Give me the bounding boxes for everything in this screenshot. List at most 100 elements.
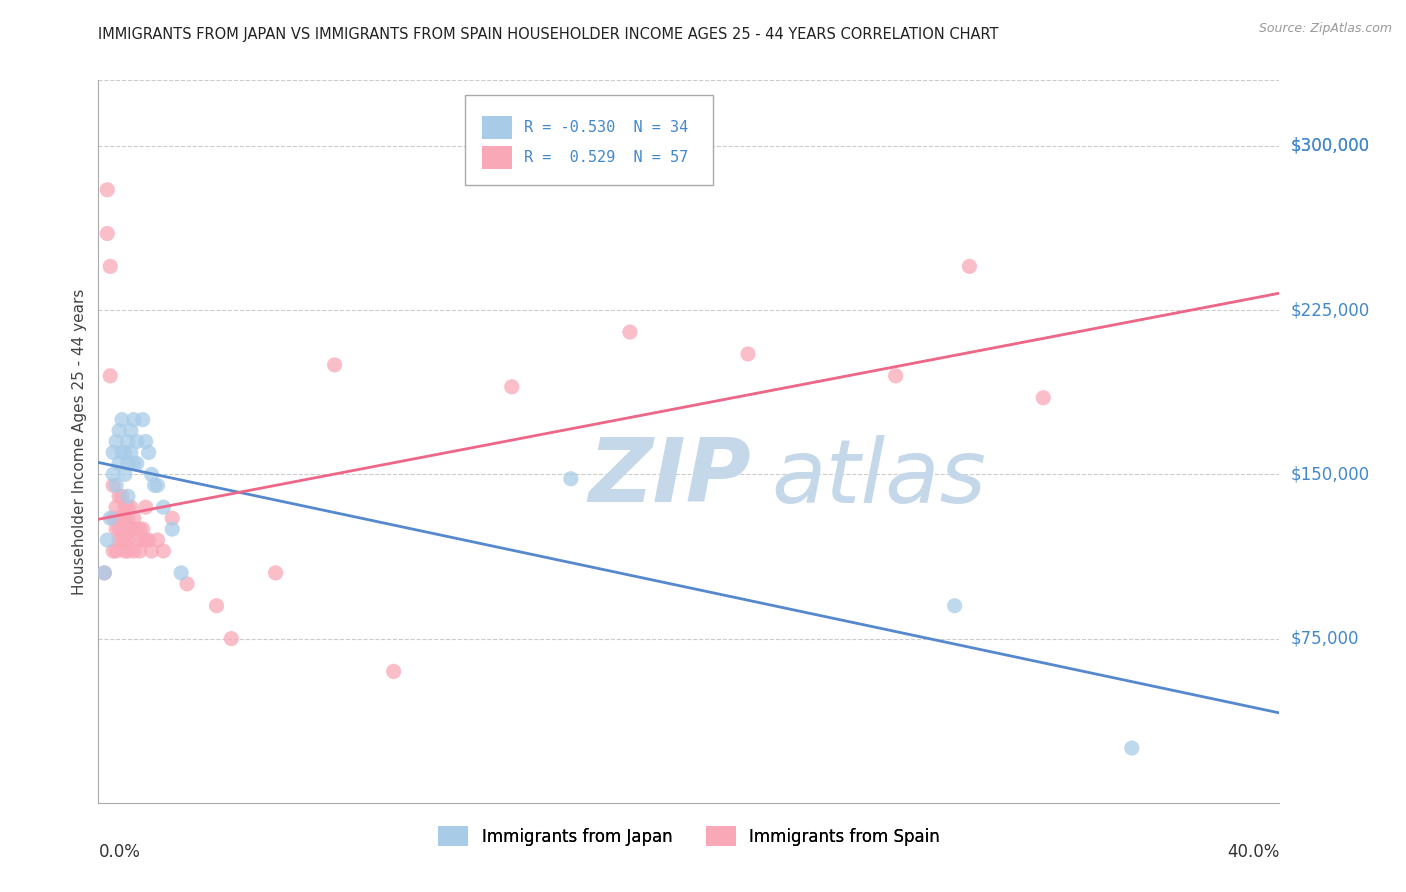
- Point: [884, 368, 907, 383]
- Point: [135, 533, 157, 547]
- Point: [162, 511, 183, 525]
- Point: [111, 533, 134, 547]
- Point: [114, 467, 136, 482]
- Point: [560, 472, 582, 486]
- Point: [138, 445, 160, 459]
- Point: [105, 522, 128, 536]
- Y-axis label: Householder Income Ages 25 - 44 years: Householder Income Ages 25 - 44 years: [72, 288, 87, 595]
- Point: [105, 478, 128, 492]
- Point: [125, 533, 148, 547]
- Point: [105, 511, 128, 525]
- Point: [162, 522, 183, 536]
- Point: [122, 522, 145, 536]
- Point: [176, 577, 198, 591]
- Point: [120, 424, 142, 438]
- Point: [103, 544, 125, 558]
- Text: atlas: atlas: [772, 434, 987, 521]
- Point: [122, 412, 145, 426]
- Point: [382, 665, 405, 679]
- Point: [103, 511, 125, 525]
- Point: [114, 500, 136, 515]
- Point: [98, 511, 121, 525]
- Text: $75,000: $75,000: [1291, 630, 1360, 648]
- Point: [1121, 741, 1143, 756]
- Point: [264, 566, 287, 580]
- Point: [98, 260, 121, 274]
- Point: [117, 544, 139, 558]
- Text: $300,000: $300,000: [1291, 137, 1369, 155]
- Point: [114, 511, 136, 525]
- Point: [146, 533, 169, 547]
- Text: IMMIGRANTS FROM JAPAN VS IMMIGRANTS FROM SPAIN HOUSEHOLDER INCOME AGES 25 - 44 Y: IMMIGRANTS FROM JAPAN VS IMMIGRANTS FROM…: [98, 27, 998, 42]
- Point: [117, 489, 139, 503]
- Point: [1032, 391, 1054, 405]
- Point: [114, 544, 136, 558]
- Point: [125, 522, 148, 536]
- Point: [103, 445, 125, 459]
- Point: [128, 522, 150, 536]
- Point: [93, 566, 115, 580]
- Point: [122, 457, 145, 471]
- Point: [108, 489, 131, 503]
- Point: [143, 478, 166, 492]
- Point: [117, 457, 139, 471]
- Point: [93, 566, 115, 580]
- Point: [501, 380, 523, 394]
- Point: [146, 478, 169, 492]
- Point: [120, 445, 142, 459]
- Point: [105, 544, 128, 558]
- Point: [120, 522, 142, 536]
- Point: [959, 260, 981, 274]
- Point: [132, 522, 155, 536]
- Point: [205, 599, 228, 613]
- Text: $225,000: $225,000: [1291, 301, 1369, 319]
- Text: Source: ZipAtlas.com: Source: ZipAtlas.com: [1258, 22, 1392, 36]
- Point: [108, 533, 131, 547]
- Text: R =  0.529  N = 57: R = 0.529 N = 57: [523, 150, 688, 165]
- Point: [117, 434, 139, 449]
- Point: [114, 522, 136, 536]
- Point: [96, 183, 118, 197]
- Point: [105, 434, 128, 449]
- Point: [122, 511, 145, 525]
- Point: [125, 457, 148, 471]
- Text: R = -0.530  N = 34: R = -0.530 N = 34: [523, 120, 688, 135]
- Point: [111, 445, 134, 459]
- FancyBboxPatch shape: [464, 95, 713, 185]
- Legend: Immigrants from Japan, Immigrants from Spain: Immigrants from Japan, Immigrants from S…: [432, 820, 946, 852]
- Point: [138, 533, 160, 547]
- Point: [114, 533, 136, 547]
- Point: [122, 544, 145, 558]
- Text: $300,000: $300,000: [1291, 137, 1369, 155]
- Point: [108, 424, 131, 438]
- Point: [152, 544, 174, 558]
- Point: [114, 445, 136, 459]
- Point: [96, 227, 118, 241]
- Point: [125, 434, 148, 449]
- Point: [117, 511, 139, 525]
- Text: 40.0%: 40.0%: [1227, 843, 1279, 861]
- Point: [132, 412, 155, 426]
- Point: [120, 500, 142, 515]
- Point: [98, 368, 121, 383]
- Point: [943, 599, 966, 613]
- Point: [96, 533, 118, 547]
- Point: [135, 434, 157, 449]
- Point: [323, 358, 346, 372]
- Point: [132, 533, 155, 547]
- Point: [170, 566, 193, 580]
- Point: [111, 511, 134, 525]
- Point: [111, 412, 134, 426]
- Point: [103, 467, 125, 482]
- Point: [141, 467, 163, 482]
- Point: [141, 544, 163, 558]
- Point: [135, 500, 157, 515]
- Point: [103, 478, 125, 492]
- FancyBboxPatch shape: [482, 116, 512, 139]
- Point: [152, 500, 174, 515]
- Text: 0.0%: 0.0%: [98, 843, 141, 861]
- Text: ZIP: ZIP: [589, 434, 751, 521]
- Point: [108, 457, 131, 471]
- Point: [105, 500, 128, 515]
- Point: [117, 533, 139, 547]
